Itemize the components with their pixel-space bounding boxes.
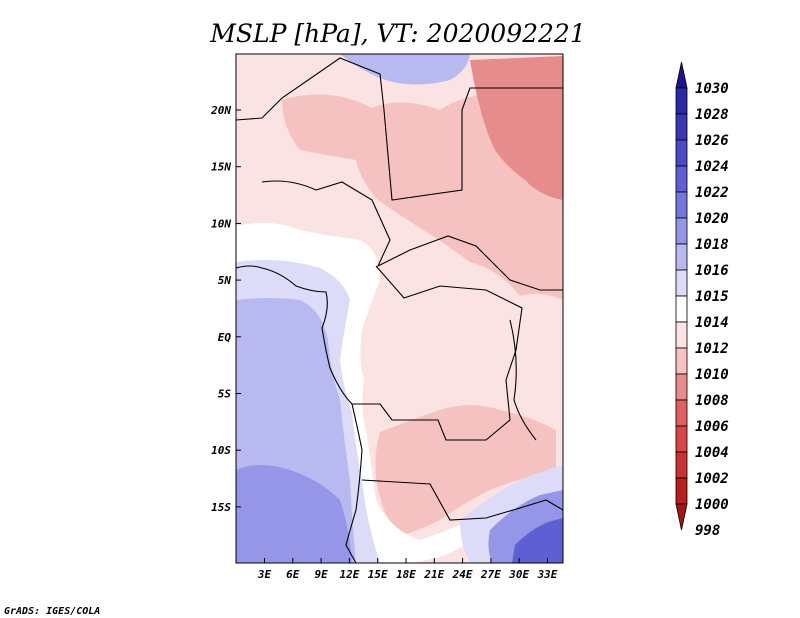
map-panel bbox=[236, 54, 563, 563]
colorbar-label: 1014 bbox=[695, 315, 729, 331]
colorbar-label: 1012 bbox=[695, 341, 729, 357]
africa-west-coastline bbox=[236, 265, 363, 563]
y-tick-label: EQ bbox=[218, 331, 232, 344]
colorbar-label: 1016 bbox=[695, 263, 729, 279]
colorbar-top-arrow bbox=[675, 61, 688, 89]
y-axis: 20N 15N 10N 5N EQ 5S 10S 15S bbox=[210, 104, 241, 514]
colorbar-label: 1010 bbox=[695, 367, 729, 383]
colorbar-swatch bbox=[675, 451, 688, 479]
x-tick-label: 27E bbox=[480, 568, 501, 581]
y-tick-label: 20N bbox=[210, 104, 231, 117]
x-tick-label: 18E bbox=[396, 568, 416, 581]
country-borders-north bbox=[236, 57, 563, 201]
colorbar-label: 1002 bbox=[695, 471, 729, 487]
x-tick-label: 33E bbox=[537, 568, 558, 581]
colorbar-swatch bbox=[675, 113, 688, 141]
pressure-zone-1022-southeast bbox=[512, 518, 563, 563]
x-tick-label: 30E bbox=[508, 568, 529, 581]
pressure-zone-1016-north bbox=[340, 54, 470, 85]
x-tick-label: 21E bbox=[423, 568, 444, 581]
colorbar-swatch bbox=[675, 425, 688, 453]
colorbar-label: 1018 bbox=[695, 237, 729, 253]
colorbar-label: 1022 bbox=[695, 185, 729, 201]
x-axis: 3E 6E 9E 12E 15E 18E 21E 24E 27E 30E 33E bbox=[257, 558, 558, 581]
colorbar-swatch bbox=[675, 295, 688, 323]
pressure-zone-1008-northeast bbox=[470, 56, 563, 200]
coastlines-and-borders bbox=[236, 57, 563, 563]
x-tick-label: 24E bbox=[452, 568, 473, 581]
colorbar-label: 1026 bbox=[695, 133, 729, 149]
x-tick-label: 3E bbox=[257, 568, 272, 581]
colorbar-label: 1024 bbox=[695, 159, 729, 175]
x-tick-label: 9E bbox=[314, 568, 328, 581]
y-tick-label: 5N bbox=[218, 274, 232, 287]
colorbar-label: 1028 bbox=[695, 107, 729, 123]
colorbar-label: 1020 bbox=[695, 211, 729, 227]
y-tick-label: 15S bbox=[211, 501, 231, 514]
x-tick-label: 12E bbox=[339, 568, 359, 581]
x-tick-label: 6E bbox=[286, 568, 300, 581]
colorbar-swatch bbox=[675, 87, 688, 115]
colorbar-label: 1015 bbox=[695, 289, 729, 305]
colorbar-swatch bbox=[675, 399, 688, 427]
country-borders-south bbox=[361, 479, 563, 521]
pressure-zone-1010-south bbox=[375, 405, 556, 536]
colorbar-swatch bbox=[675, 217, 688, 245]
colorbar-label: 1000 bbox=[695, 497, 729, 513]
x-tick-label: 15E bbox=[368, 568, 388, 581]
map-frame bbox=[235, 53, 564, 564]
country-borders-congo bbox=[352, 265, 523, 441]
colorbar-swatch bbox=[675, 191, 688, 219]
colorbar-swatch bbox=[675, 269, 688, 297]
colorbar-swatch bbox=[675, 477, 688, 505]
colorbar-swatch bbox=[675, 347, 688, 375]
colorbar-swatch bbox=[675, 243, 688, 271]
colorbar: 1030 1028 1026 1024 1022 1020 1018 1016 1015 1014… bbox=[675, 61, 729, 539]
colorbar-swatch bbox=[675, 165, 688, 193]
colorbar-swatch bbox=[675, 321, 688, 349]
country-borders-central bbox=[261, 180, 563, 291]
y-tick-label: 5S bbox=[218, 388, 232, 401]
pressure-zone-1010-north bbox=[282, 94, 563, 300]
pressure-zone-1018-southwest bbox=[236, 465, 352, 563]
colorbar-label: 1006 bbox=[695, 419, 729, 435]
colorbar-swatch bbox=[675, 139, 688, 167]
y-tick-label: 10S bbox=[211, 444, 231, 457]
y-tick-label: 10N bbox=[211, 217, 231, 230]
colorbar-label: 1030 bbox=[695, 81, 729, 97]
colorbar-swatch bbox=[675, 373, 688, 401]
colorbar-label: 1008 bbox=[695, 393, 729, 409]
great-lakes bbox=[509, 319, 537, 441]
y-tick-label: 15N bbox=[211, 161, 231, 174]
chart-title: MSLP [hPa], VT: 2020092221 bbox=[209, 19, 585, 48]
colorbar-label: 1004 bbox=[695, 445, 729, 461]
grads-credit: GrADS: IGES/COLA bbox=[4, 606, 100, 617]
colorbar-bottom-arrow bbox=[675, 503, 688, 531]
colorbar-label: 998 bbox=[695, 523, 720, 539]
